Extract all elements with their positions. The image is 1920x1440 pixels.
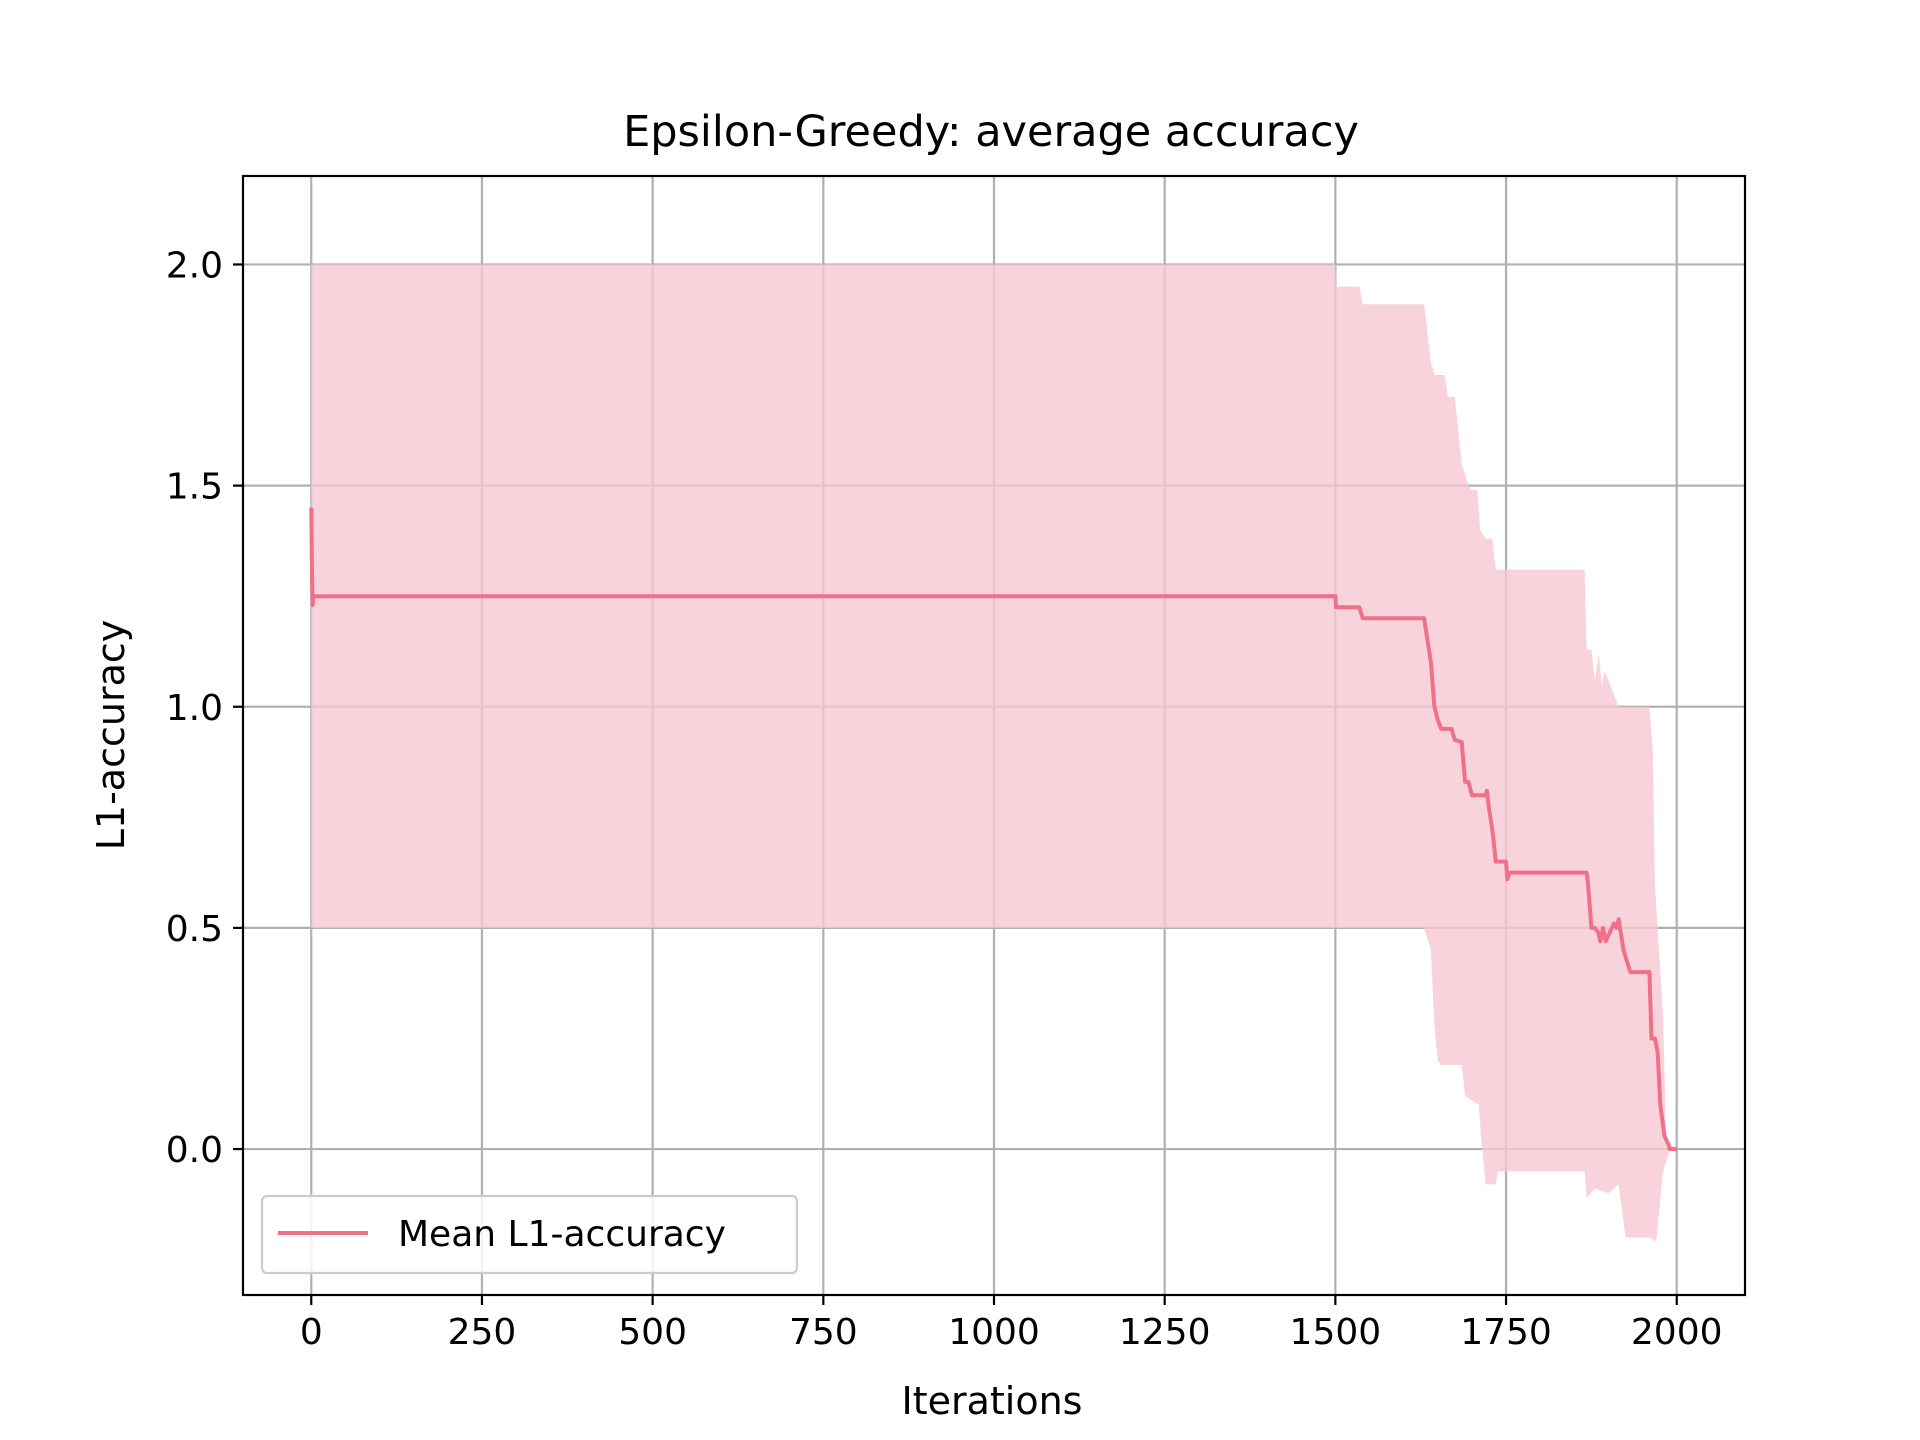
x-tick-label: 500 bbox=[618, 1312, 687, 1353]
x-tick-label: 750 bbox=[789, 1312, 858, 1353]
y-tick-label: 0.0 bbox=[166, 1130, 223, 1171]
x-tick-label: 0 bbox=[300, 1312, 323, 1353]
y-tick-label: 1.0 bbox=[166, 688, 223, 729]
y-tick-label: 0.5 bbox=[166, 909, 223, 950]
x-tick-label: 1000 bbox=[948, 1312, 1040, 1353]
legend-box bbox=[260, 1194, 799, 1275]
y-tick-label: 2.0 bbox=[166, 245, 223, 286]
y-axis-label: L1-accuracy bbox=[89, 620, 133, 851]
x-axis-label: Iterations bbox=[902, 1379, 1083, 1423]
x-tick-label: 250 bbox=[448, 1312, 517, 1353]
confidence-band bbox=[311, 264, 1677, 1242]
x-tick-label: 1500 bbox=[1290, 1312, 1382, 1353]
chart-title: Epsilon-Greedy: average accuracy bbox=[623, 107, 1359, 157]
x-axis: 0 250 500 750 1000 1250 1500 1750 2000 bbox=[300, 1295, 1723, 1353]
mean-line bbox=[309, 507, 1677, 1151]
x-tick-label: 2000 bbox=[1631, 1312, 1723, 1353]
x-tick-label: 1250 bbox=[1119, 1312, 1211, 1353]
y-tick-label: 1.5 bbox=[166, 467, 223, 508]
legend: Mean L1-accuracy bbox=[260, 1194, 799, 1275]
y-axis: 0.0 0.5 1.0 1.5 2.0 bbox=[166, 245, 243, 1171]
x-tick-label: 1750 bbox=[1460, 1312, 1552, 1353]
legend-label: Mean L1-accuracy bbox=[398, 1214, 726, 1255]
plot-area bbox=[309, 264, 1677, 1242]
